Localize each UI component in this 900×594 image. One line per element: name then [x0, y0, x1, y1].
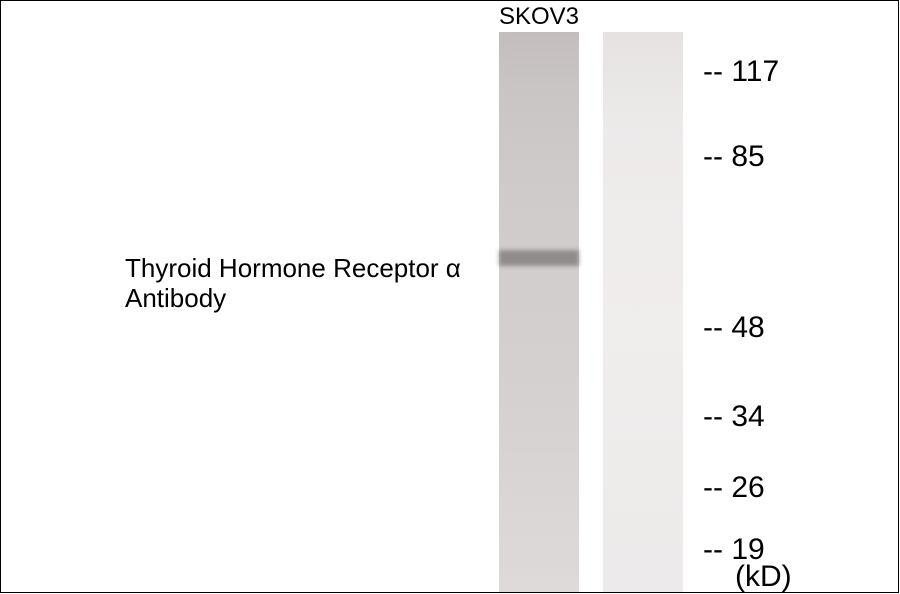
lane-1: [499, 32, 579, 592]
lane-2: [603, 32, 683, 592]
mw-marker-34: -- 34: [703, 400, 765, 434]
antibody-label: Thyroid Hormone Receptor α Antibody: [125, 254, 461, 314]
lane-1-band-1: [499, 250, 579, 266]
kd-unit-label: (kD): [735, 560, 792, 594]
antibody-label-line2: Antibody: [125, 283, 226, 313]
sample-lane-label: SKOV3: [494, 3, 584, 31]
antibody-label-line1: Thyroid Hormone Receptor α: [125, 253, 461, 283]
mw-marker-26: -- 26: [703, 471, 765, 505]
mw-marker-85: -- 85: [703, 140, 765, 174]
mw-marker-117: -- 117: [703, 55, 779, 89]
mw-marker-48: -- 48: [703, 311, 765, 345]
